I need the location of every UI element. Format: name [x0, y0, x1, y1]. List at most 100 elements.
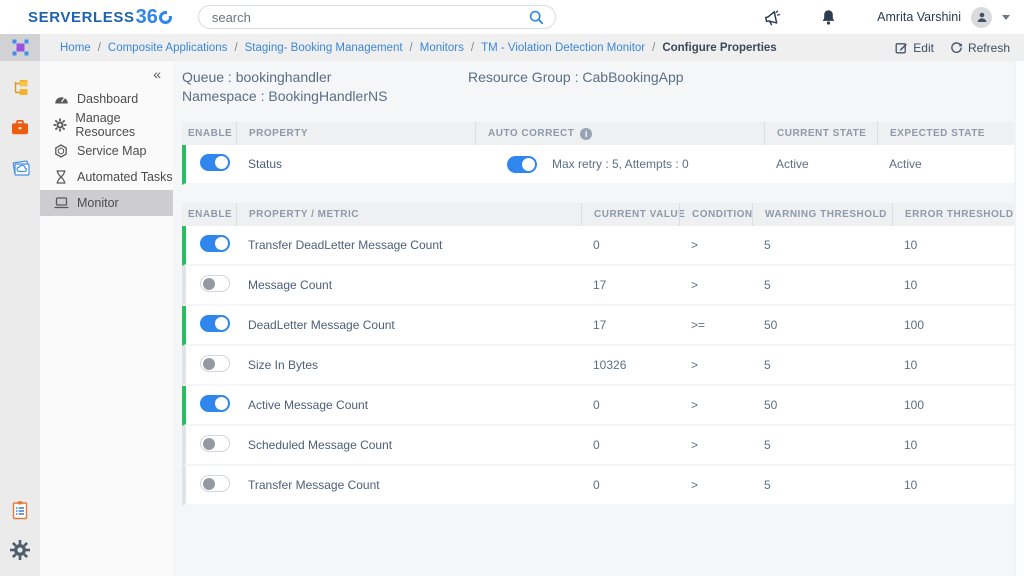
metric-enable-toggle[interactable]: [200, 355, 230, 372]
metric-current-value: 0: [593, 438, 600, 452]
composite-applications-icon[interactable]: [0, 34, 40, 61]
metric-condition: >: [691, 438, 699, 452]
sidebar-item-dashboard[interactable]: Dashboard: [40, 86, 173, 112]
metric-row: Active Message Count 0 > 50 100: [182, 386, 1014, 426]
metric-condition: >: [691, 278, 699, 292]
sidebar-item-automated-tasks[interactable]: Automated Tasks: [40, 164, 173, 190]
metric-error-threshold: 10: [904, 278, 918, 292]
monitor-icon: [53, 197, 69, 209]
sidebar-item-label: Automated Tasks: [77, 170, 173, 184]
edit-button[interactable]: Edit: [895, 41, 934, 55]
breadcrumb-monitors[interactable]: Monitors: [419, 41, 464, 54]
col-current-state: CURRENT STATE: [764, 122, 889, 145]
metric-current-value: 17: [593, 318, 607, 332]
metric-current-value: 0: [593, 398, 600, 412]
main-content: Queue : bookinghandler Namespace : Booki…: [173, 61, 1024, 576]
user-name[interactable]: Amrita Varshini: [877, 10, 961, 24]
breadcrumb-separator: /: [470, 41, 475, 54]
metric-enable-toggle[interactable]: [200, 435, 230, 452]
col-error-threshold: ERROR THRESHOLD: [892, 203, 1014, 226]
metric-enable-toggle[interactable]: [200, 235, 230, 252]
sidebar-item-label: Dashboard: [77, 92, 139, 106]
metric-row: DeadLetter Message Count 17 >= 50 100: [182, 306, 1014, 346]
breadcrumb-monitor-name[interactable]: TM - Violation Detection Monitor: [481, 41, 646, 54]
logo-o-icon: [158, 10, 172, 24]
current-state-value: Active: [776, 157, 809, 171]
metric-property: Size In Bytes: [248, 358, 319, 372]
breadcrumb-staging-booking-management[interactable]: Staging- Booking Management: [244, 41, 403, 54]
metric-enable-toggle[interactable]: [200, 395, 230, 412]
resource-tree-icon[interactable]: [0, 74, 40, 101]
metric-current-value: 0: [593, 478, 600, 492]
metric-row: Size In Bytes 10326 > 5 10: [182, 346, 1014, 386]
metric-warning-threshold: 50: [764, 398, 778, 412]
col-expected-state: EXPECTED STATE: [877, 122, 1014, 145]
breadcrumb-home[interactable]: Home: [60, 41, 91, 54]
info-icon[interactable]: [580, 127, 593, 140]
queue-info: Queue : bookinghandler: [182, 69, 332, 85]
breadcrumb-separator: /: [97, 41, 101, 54]
edit-label: Edit: [913, 40, 934, 55]
breadcrumb-separator: /: [652, 41, 656, 54]
collapse-sidebar-icon[interactable]: «: [153, 66, 161, 82]
sidebar-item-label: Service Map: [77, 144, 147, 158]
auto-correct-toggle[interactable]: [507, 155, 537, 173]
status-enable-toggle[interactable]: [200, 154, 230, 171]
vertical-scrollbar[interactable]: [1015, 61, 1024, 576]
metric-error-threshold: 10: [904, 478, 918, 492]
notifications-icon[interactable]: [820, 8, 837, 26]
refresh-button[interactable]: Refresh: [950, 41, 1010, 55]
metric-condition: >: [691, 478, 699, 492]
metric-enable-toggle[interactable]: [200, 315, 230, 332]
search-box[interactable]: [197, 5, 556, 29]
metric-property: Transfer DeadLetter Message Count: [248, 238, 443, 252]
page-title: Configure Properties: [662, 41, 777, 54]
task-list-icon[interactable]: [11, 500, 29, 525]
user-menu-caret-icon[interactable]: [1002, 14, 1010, 20]
metric-current-value: 10326: [593, 358, 627, 372]
business-activity-icon[interactable]: [0, 114, 40, 141]
announcements-icon[interactable]: [762, 8, 782, 27]
sidebar-item-manage-resources[interactable]: Manage Resources: [40, 111, 173, 139]
settings-icon[interactable]: [9, 539, 31, 566]
metric-condition: >: [691, 358, 699, 372]
col-condition: CONDITION: [679, 203, 764, 226]
status-table: ENABLE PROPERTY AUTO CORRECT CURRENT STA…: [182, 122, 1014, 185]
logo-text-primary: SERVERLESS: [28, 8, 135, 26]
metric-warning-threshold: 5: [764, 358, 771, 372]
metric-error-threshold: 10: [904, 438, 918, 452]
col-enable: ENABLE: [188, 209, 233, 220]
entity-info: Queue : bookinghandler Namespace : Booki…: [182, 68, 1014, 106]
metric-error-threshold: 100: [904, 318, 925, 332]
avatar[interactable]: [971, 6, 992, 28]
metric-condition: >: [691, 238, 699, 252]
metric-warning-threshold: 50: [764, 318, 778, 332]
search-input[interactable]: [211, 9, 528, 25]
metric-condition: >=: [691, 318, 706, 332]
col-current-value: CURRENT VALUE: [581, 203, 691, 226]
service-bus-cards-icon[interactable]: [0, 154, 40, 181]
search-icon[interactable]: [528, 9, 545, 26]
metric-row: Message Count 17 > 5 10: [182, 266, 1014, 306]
metric-enable-toggle[interactable]: [200, 275, 230, 292]
breadcrumb-composite-applications[interactable]: Composite Applications: [107, 41, 228, 54]
metric-error-threshold: 10: [904, 358, 918, 372]
hexagon-icon: [53, 144, 69, 158]
app-logo[interactable]: SERVERLESS 36: [28, 6, 172, 29]
sidebar-item-service-map[interactable]: Service Map: [40, 138, 173, 164]
metric-current-value: 17: [593, 278, 607, 292]
refresh-label: Refresh: [967, 40, 1010, 55]
metrics-table: ENABLE PROPERTY / METRIC CURRENT VALUE C…: [182, 203, 1014, 506]
col-warning-threshold: WARNING THRESHOLD: [752, 203, 904, 226]
metric-error-threshold: 100: [904, 398, 925, 412]
metrics-table-header: ENABLE PROPERTY / METRIC CURRENT VALUE C…: [182, 203, 1014, 226]
logo-text-secondary: 36: [135, 5, 158, 28]
metric-enable-toggle[interactable]: [200, 475, 230, 492]
metric-warning-threshold: 5: [764, 278, 771, 292]
expected-state-value: Active: [889, 157, 922, 171]
sidebar-item-monitor[interactable]: Monitor: [40, 190, 173, 216]
dashboard-icon: [53, 93, 69, 105]
col-property-metric: PROPERTY / METRIC: [236, 203, 593, 226]
status-table-header: ENABLE PROPERTY AUTO CORRECT CURRENT STA…: [182, 122, 1014, 145]
topbar: SERVERLESS 36 Amrita Varshini: [0, 0, 1024, 34]
